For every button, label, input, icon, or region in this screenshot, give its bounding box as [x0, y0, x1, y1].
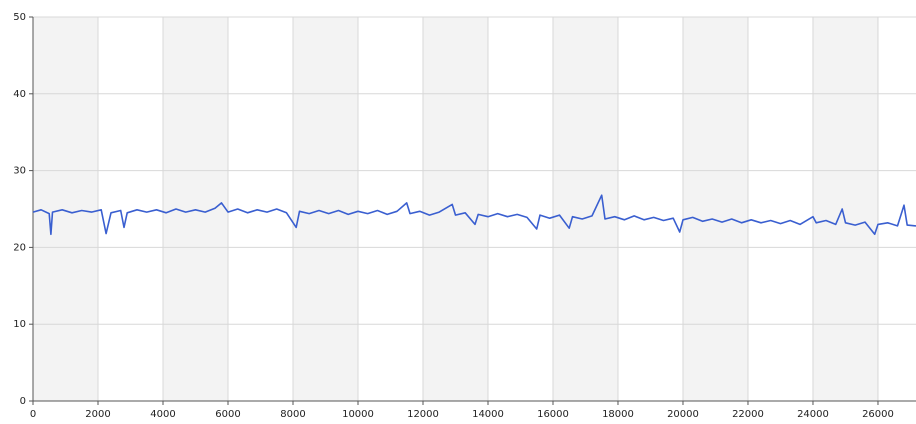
x-tick-label: 8000: [280, 409, 305, 420]
x-tick-label: 18000: [602, 409, 634, 420]
y-tick-label: 20: [13, 242, 26, 253]
shaded-band: [552, 17, 618, 401]
x-tick-label: 2000: [85, 409, 110, 420]
shaded-band: [292, 17, 358, 401]
x-tick-label: 0: [30, 409, 36, 420]
y-tick-label: 50: [13, 12, 26, 23]
shaded-band: [682, 17, 748, 401]
y-tick-label: 40: [13, 89, 26, 100]
x-tick-label: 16000: [537, 409, 569, 420]
x-tick-label: 6000: [215, 409, 240, 420]
x-tick-label: 24000: [797, 409, 829, 420]
x-tick-label: 12000: [407, 409, 439, 420]
shaded-band: [422, 17, 488, 401]
x-tick-label: 14000: [472, 409, 504, 420]
background-bands: [33, 17, 878, 401]
y-tick-label: 0: [20, 396, 26, 407]
shaded-band: [162, 17, 228, 401]
x-tick-label: 20000: [667, 409, 699, 420]
shaded-band: [812, 17, 878, 401]
shaded-band: [33, 17, 98, 401]
y-tick-label: 30: [13, 166, 26, 177]
data-line: [32, 194, 916, 236]
x-tick-label: 26000: [862, 409, 894, 420]
y-tick-label: 10: [13, 319, 26, 330]
x-tick-label: 10000: [342, 409, 374, 420]
x-tick-label: 22000: [732, 409, 764, 420]
x-tick-label: 4000: [150, 409, 175, 420]
